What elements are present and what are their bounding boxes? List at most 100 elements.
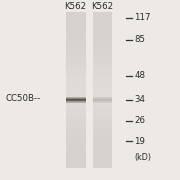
Bar bbox=[93, 121, 112, 124]
Bar bbox=[93, 118, 112, 121]
Bar bbox=[66, 118, 86, 121]
Bar bbox=[93, 101, 112, 102]
Bar bbox=[66, 101, 86, 102]
Bar bbox=[93, 142, 112, 146]
Bar bbox=[66, 98, 86, 99]
Bar bbox=[93, 161, 112, 165]
Text: 34: 34 bbox=[134, 95, 145, 104]
Bar bbox=[66, 97, 86, 98]
Bar bbox=[93, 40, 112, 44]
Bar bbox=[66, 74, 86, 78]
Text: (kD): (kD) bbox=[134, 153, 151, 162]
Bar bbox=[93, 124, 112, 127]
Bar bbox=[66, 84, 86, 87]
Bar bbox=[66, 68, 86, 72]
Bar bbox=[66, 93, 86, 96]
Text: 48: 48 bbox=[134, 71, 145, 80]
Bar bbox=[93, 100, 112, 101]
Bar bbox=[66, 12, 86, 16]
Bar bbox=[93, 105, 112, 109]
Bar bbox=[66, 161, 86, 165]
Bar bbox=[66, 142, 86, 146]
Bar bbox=[66, 28, 86, 31]
Bar bbox=[66, 158, 86, 162]
Bar bbox=[93, 101, 112, 102]
Bar bbox=[66, 50, 86, 53]
Bar bbox=[66, 102, 86, 103]
Bar bbox=[66, 101, 86, 102]
Bar bbox=[66, 99, 86, 100]
Bar bbox=[93, 146, 112, 149]
Bar bbox=[66, 56, 86, 59]
Bar bbox=[93, 100, 112, 101]
Text: K562: K562 bbox=[65, 2, 87, 11]
Bar bbox=[66, 100, 86, 101]
Bar bbox=[66, 124, 86, 127]
Bar bbox=[93, 96, 112, 100]
Bar bbox=[66, 19, 86, 22]
Bar bbox=[93, 71, 112, 75]
Bar bbox=[93, 56, 112, 59]
Bar bbox=[66, 146, 86, 149]
Bar bbox=[66, 98, 86, 99]
Bar bbox=[93, 80, 112, 84]
Bar bbox=[93, 98, 112, 99]
Bar bbox=[93, 84, 112, 87]
Bar bbox=[93, 102, 112, 106]
Bar bbox=[66, 25, 86, 28]
Text: K562: K562 bbox=[92, 2, 114, 11]
Bar bbox=[93, 62, 112, 66]
Bar bbox=[93, 25, 112, 28]
Bar bbox=[93, 31, 112, 35]
Bar bbox=[66, 101, 86, 102]
Bar bbox=[66, 127, 86, 131]
Bar bbox=[66, 102, 86, 106]
Text: 85: 85 bbox=[134, 35, 145, 44]
Bar bbox=[66, 31, 86, 35]
Bar bbox=[93, 99, 112, 100]
Bar bbox=[93, 97, 112, 98]
Text: 19: 19 bbox=[134, 137, 145, 146]
Bar bbox=[66, 99, 86, 100]
Bar bbox=[93, 93, 112, 96]
Bar bbox=[66, 90, 86, 93]
Bar bbox=[93, 98, 112, 99]
Bar bbox=[93, 97, 112, 98]
Bar bbox=[66, 99, 86, 103]
Bar bbox=[93, 102, 112, 103]
Bar bbox=[93, 133, 112, 137]
Bar bbox=[93, 101, 112, 102]
Bar bbox=[66, 37, 86, 41]
Bar bbox=[93, 43, 112, 47]
Bar bbox=[93, 97, 112, 98]
Bar bbox=[93, 149, 112, 152]
Bar bbox=[93, 22, 112, 25]
Bar bbox=[93, 87, 112, 90]
Bar bbox=[93, 139, 112, 143]
Bar bbox=[66, 102, 86, 103]
Bar bbox=[66, 65, 86, 69]
Bar bbox=[66, 111, 86, 115]
Bar bbox=[93, 99, 112, 100]
Bar bbox=[66, 62, 86, 66]
Bar bbox=[66, 108, 86, 112]
Bar bbox=[66, 87, 86, 90]
Bar bbox=[66, 46, 86, 50]
Bar bbox=[93, 108, 112, 112]
Bar bbox=[66, 99, 86, 100]
Bar bbox=[66, 155, 86, 158]
Bar bbox=[93, 90, 112, 93]
Bar bbox=[93, 50, 112, 53]
Bar bbox=[66, 149, 86, 152]
Bar bbox=[93, 130, 112, 134]
Bar bbox=[93, 155, 112, 158]
Bar bbox=[66, 77, 86, 81]
Bar bbox=[93, 12, 112, 16]
Bar bbox=[93, 158, 112, 162]
Bar bbox=[93, 37, 112, 41]
Bar bbox=[93, 127, 112, 131]
Bar bbox=[66, 40, 86, 44]
Bar bbox=[66, 96, 86, 100]
Bar bbox=[66, 152, 86, 155]
Bar bbox=[66, 97, 86, 98]
